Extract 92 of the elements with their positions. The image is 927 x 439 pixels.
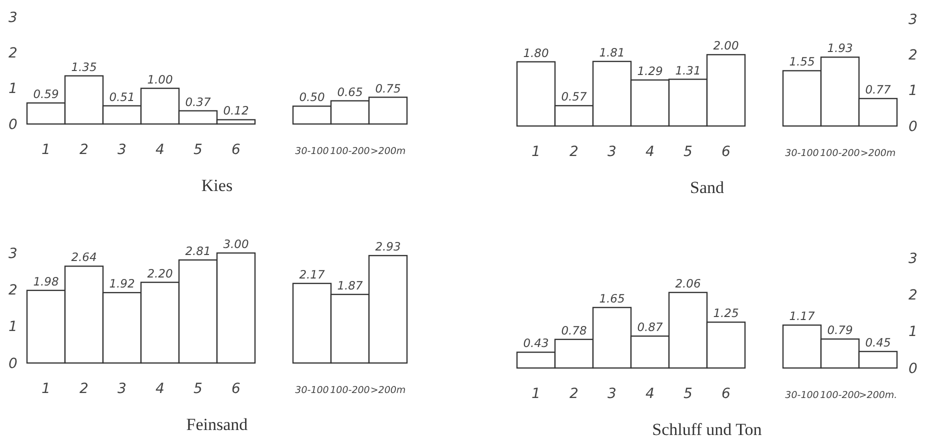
text: 2.81 (185, 244, 211, 258)
text: 1.93 (827, 41, 853, 56)
y2-tick-label: 0 (908, 360, 918, 377)
text: 0.37 (185, 94, 211, 109)
x-tick-label: 30-100 (295, 146, 329, 157)
y-tick-label: 1 (8, 81, 18, 98)
text: 3.00 (223, 237, 249, 251)
x-tick-label: 100-200 (820, 148, 860, 159)
text: 1.87 (337, 278, 363, 292)
text: 0.78 (561, 323, 587, 338)
x-tick-label: 2 (80, 142, 89, 158)
text: 2.64 (71, 250, 97, 264)
text: 0.59 (33, 86, 59, 101)
x-tick-label: 6 (232, 142, 241, 158)
x-tick-label: 30-100 (295, 385, 329, 396)
x-tick-label: 100-200 (820, 390, 860, 401)
y-tick-label: 3 (8, 10, 18, 26)
text: 2.17 (299, 267, 325, 282)
x-tick-label: 30-100 (785, 390, 819, 401)
x-tick-label: 6 (722, 386, 731, 402)
text: 0.77 (865, 82, 891, 97)
y2-tick-label: 3 (908, 250, 918, 267)
y2-tick-label: 2 (908, 48, 918, 64)
x-tick-label: >200m (860, 148, 896, 159)
text: 2.93 (375, 240, 401, 254)
x-tick-label: 1 (42, 381, 50, 397)
text: 1.80 (523, 46, 549, 60)
y-tick-label: 0 (8, 116, 18, 133)
x-tick-label: 5 (684, 386, 693, 402)
text: 1.31 (675, 63, 701, 78)
text: 2.20 (147, 266, 173, 280)
text: 1.25 (713, 306, 739, 320)
y2-tick-label: 0 (908, 118, 918, 135)
y-tick-label: 2 (8, 282, 18, 299)
text: Feinsand (186, 415, 248, 434)
text: 1.35 (71, 60, 97, 74)
y-tick-label: 1 (8, 319, 18, 336)
text: 0.75 (375, 81, 401, 96)
text: 1.92 (109, 276, 135, 291)
y-tick-label: 2 (8, 46, 18, 62)
text: 0.79 (827, 323, 853, 338)
x-tick-label: 5 (684, 144, 693, 160)
x-tick-label: >200m (370, 385, 406, 396)
x-tick-label: 3 (118, 142, 126, 158)
x-tick-label: 2 (80, 381, 89, 397)
text: 1.00 (147, 72, 173, 86)
text: 0.51 (109, 90, 135, 104)
text: Schluff und Ton (652, 420, 762, 439)
y2-tick-label: 3 (908, 12, 918, 28)
text: 0.57 (561, 90, 587, 104)
text: 0.50 (299, 90, 325, 104)
x-tick-label: 3 (608, 386, 616, 402)
x-tick-label: 6 (722, 144, 731, 160)
text: 1.81 (599, 45, 625, 60)
text: 1.29 (637, 64, 663, 78)
x-tick-label: >200m (370, 146, 406, 157)
text: 2.00 (713, 38, 739, 53)
x-tick-label: 4 (156, 381, 164, 397)
x-tick-label: 3 (608, 144, 616, 160)
text: 1.17 (789, 309, 815, 324)
y-tick-label: 0 (8, 356, 18, 372)
y-tick-label: 3 (8, 246, 18, 262)
x-tick-label: 4 (646, 386, 654, 402)
text: 1.98 (33, 274, 59, 288)
text: 0.43 (523, 336, 549, 350)
text: 0.45 (865, 336, 891, 350)
x-tick-label: >200m. (858, 390, 898, 401)
x-tick-label: 6 (232, 381, 241, 397)
text: Sand (690, 178, 724, 197)
x-tick-label: 5 (194, 381, 203, 397)
x-tick-label: 100-200 (330, 385, 370, 396)
x-tick-label: 1 (42, 142, 50, 158)
text: 1.55 (789, 54, 815, 69)
x-tick-label: 100-200 (330, 146, 370, 157)
y2-tick-label: 1 (908, 324, 918, 340)
x-tick-label: 2 (570, 386, 579, 402)
y2-tick-label: 1 (908, 83, 918, 100)
text: 0.65 (337, 84, 363, 99)
text: 1.65 (599, 292, 625, 306)
text: 2.06 (675, 276, 701, 290)
text: 0.12 (223, 104, 249, 118)
x-tick-label: 30-100 (785, 148, 819, 159)
x-tick-label: 2 (570, 144, 579, 160)
x-tick-label: 5 (194, 142, 203, 158)
x-tick-label: 1 (532, 386, 540, 402)
x-tick-label: 4 (646, 144, 654, 160)
x-tick-label: 4 (156, 142, 164, 158)
x-tick-label: 3 (118, 381, 126, 397)
text: Kies (201, 176, 233, 195)
y2-tick-label: 2 (908, 288, 918, 304)
text: 0.87 (637, 320, 663, 334)
x-tick-label: 1 (532, 144, 540, 160)
